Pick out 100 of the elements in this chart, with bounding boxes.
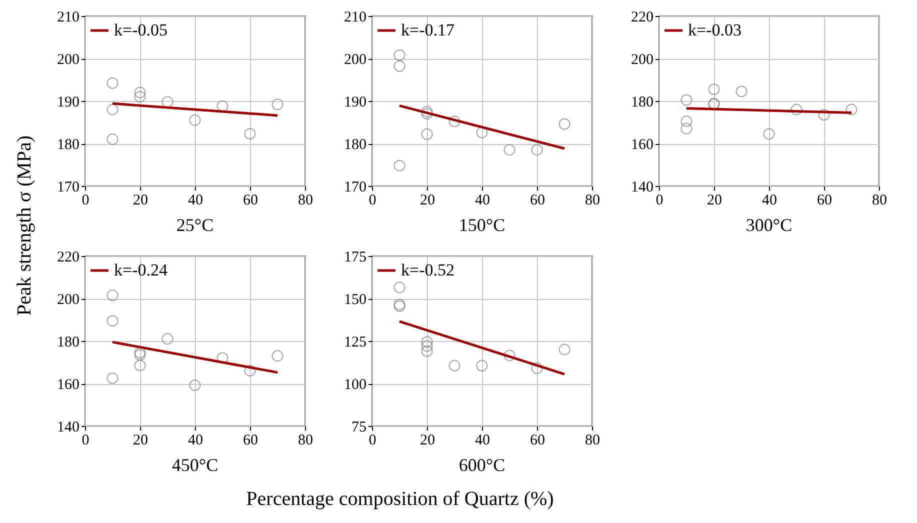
point bbox=[680, 115, 692, 127]
point bbox=[421, 340, 433, 352]
point bbox=[106, 77, 118, 89]
x-tick-label: 0 bbox=[368, 432, 376, 448]
point bbox=[106, 290, 118, 302]
point bbox=[448, 116, 460, 128]
point bbox=[818, 109, 830, 121]
point bbox=[421, 336, 433, 348]
x-tick-label: 0 bbox=[656, 192, 664, 208]
text: 300°C bbox=[746, 215, 792, 235]
point bbox=[216, 100, 228, 112]
y-tick-label: 150 bbox=[344, 292, 366, 308]
x-tick-label: 80 bbox=[585, 192, 600, 208]
y-tick-label: 100 bbox=[344, 377, 366, 393]
y-tick-label: 190 bbox=[57, 94, 80, 110]
x-tick-label: 20 bbox=[420, 432, 435, 448]
x-tick-label: 60 bbox=[817, 192, 832, 208]
point bbox=[106, 104, 118, 116]
y-tick-label: 180 bbox=[57, 334, 80, 350]
x-tick-label: 0 bbox=[82, 192, 90, 208]
point bbox=[134, 86, 146, 98]
point bbox=[272, 350, 284, 362]
point bbox=[189, 379, 201, 391]
point bbox=[790, 104, 802, 116]
text: 450°C bbox=[172, 455, 218, 475]
x-tick-label: 80 bbox=[872, 192, 887, 208]
point bbox=[189, 114, 201, 126]
y-tick-label: 200 bbox=[344, 52, 366, 68]
x-tick-label: 0 bbox=[368, 192, 376, 208]
text: 150°C bbox=[458, 215, 506, 235]
point bbox=[421, 128, 433, 140]
point bbox=[162, 333, 174, 345]
point bbox=[476, 360, 488, 372]
point bbox=[134, 346, 146, 358]
legend-label: k=-0.17 bbox=[401, 20, 455, 40]
point bbox=[421, 108, 433, 120]
y-tick-label: 160 bbox=[57, 377, 80, 393]
point bbox=[680, 94, 692, 106]
point bbox=[531, 144, 543, 156]
x-tick-label: 40 bbox=[762, 192, 777, 208]
point bbox=[558, 118, 570, 130]
text: 25°C bbox=[176, 215, 214, 235]
x-tick-label: 80 bbox=[298, 192, 313, 208]
point bbox=[708, 84, 720, 96]
x-tick-label: 0 bbox=[82, 432, 90, 448]
point bbox=[558, 344, 570, 356]
y-tick-label: 140 bbox=[631, 180, 654, 196]
y-tick-label: 160 bbox=[631, 137, 654, 153]
point bbox=[394, 49, 406, 61]
x-tick-label: 40 bbox=[475, 432, 490, 448]
y-tick-label: 180 bbox=[57, 137, 80, 153]
point bbox=[216, 352, 228, 364]
legend-label: k=-0.24 bbox=[114, 260, 168, 280]
legend-label: k=-0.05 bbox=[114, 20, 168, 40]
point bbox=[394, 282, 406, 294]
text: 600°C bbox=[458, 455, 506, 475]
x-tick-label: 80 bbox=[298, 432, 313, 448]
x-tick-label: 40 bbox=[188, 432, 203, 448]
y-tick-label: 180 bbox=[344, 137, 366, 153]
point bbox=[134, 360, 146, 372]
point bbox=[448, 360, 460, 372]
y-tick-label: 200 bbox=[57, 52, 80, 68]
x-tick-label: 80 bbox=[585, 432, 600, 448]
x-tick-label: 20 bbox=[133, 192, 148, 208]
y-tick-label: 200 bbox=[57, 292, 80, 308]
y-tick-label: 220 bbox=[631, 10, 654, 26]
point bbox=[846, 104, 858, 116]
x-tick-label: 40 bbox=[475, 192, 490, 208]
point bbox=[106, 134, 118, 145]
y-tick-label: 200 bbox=[631, 52, 654, 68]
point bbox=[763, 128, 775, 140]
x-axis-title: Percentage composition of Quartz (%) bbox=[245, 488, 555, 511]
y-tick-label: 75 bbox=[352, 420, 366, 436]
point bbox=[106, 372, 118, 384]
x-tick-label: 40 bbox=[188, 192, 203, 208]
point bbox=[162, 96, 174, 108]
point bbox=[504, 144, 516, 156]
legend-label: k=-0.03 bbox=[688, 20, 742, 40]
y-tick-label: 180 bbox=[631, 94, 654, 110]
point bbox=[394, 60, 406, 72]
y-tick-label: 170 bbox=[57, 180, 80, 196]
y-axis-title: Peak strength σ (MPa) bbox=[14, 134, 36, 316]
y-tick-label: 175 bbox=[344, 250, 366, 266]
point bbox=[134, 91, 146, 102]
point bbox=[504, 350, 516, 362]
point bbox=[244, 365, 256, 376]
x-tick-label: 60 bbox=[530, 432, 545, 448]
point bbox=[244, 128, 256, 140]
point bbox=[421, 106, 433, 118]
y-tick-label: 125 bbox=[344, 334, 366, 350]
x-tick-label: 60 bbox=[530, 192, 545, 208]
point bbox=[134, 349, 146, 361]
y-tick-label: 190 bbox=[344, 94, 366, 110]
point bbox=[106, 315, 118, 327]
point bbox=[272, 98, 284, 110]
y-tick-label: 170 bbox=[344, 180, 366, 196]
x-tick-label: 20 bbox=[133, 432, 148, 448]
point bbox=[476, 126, 488, 138]
x-tick-label: 60 bbox=[243, 432, 258, 448]
x-tick-label: 20 bbox=[420, 192, 435, 208]
